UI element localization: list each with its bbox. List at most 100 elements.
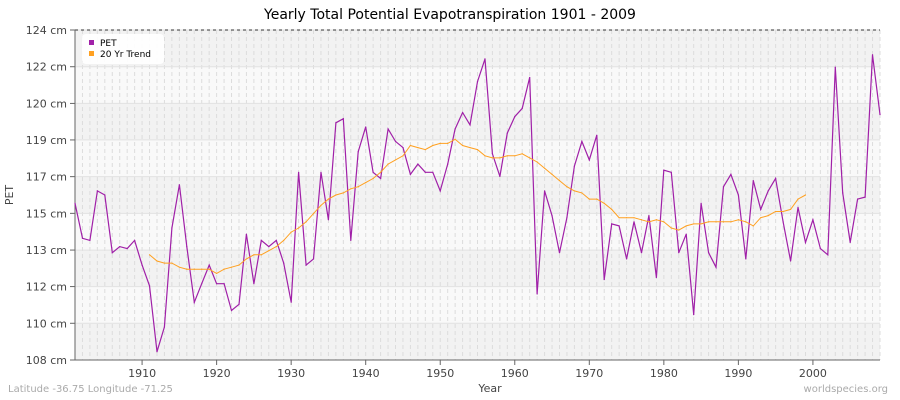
pet-data-point (871, 54, 874, 56)
trend-data-point (327, 198, 330, 200)
pet-data-point (268, 245, 270, 248)
trend-data-point (178, 266, 180, 268)
pet-data-point (506, 132, 508, 134)
trend-data-point (342, 192, 344, 194)
pet-data-point (335, 122, 337, 124)
trend-data-point (804, 194, 807, 196)
trend-data-point (469, 146, 471, 149)
pet-data-point (96, 190, 98, 192)
pet-data-point (201, 283, 203, 285)
pet-data-point (693, 314, 695, 316)
x-axis-label: Year (477, 382, 502, 395)
trend-data-point (588, 198, 590, 200)
pet-data-point (737, 194, 739, 196)
pet-data-point (655, 276, 657, 279)
trend-data-point (678, 229, 680, 231)
trend-data-point (707, 221, 710, 223)
pet-data-point (387, 128, 389, 130)
legend-swatch-pet (89, 40, 94, 45)
pet-data-point (491, 153, 494, 155)
pet-data-point (730, 173, 732, 175)
trend-data-point (611, 208, 613, 211)
y-tick-label: 112 cm (26, 281, 67, 294)
pet-data-point (469, 124, 471, 126)
pet-data-point (804, 241, 807, 244)
pet-data-point (842, 192, 844, 194)
trend-data-point (447, 142, 449, 145)
pet-data-point (752, 179, 754, 182)
pet-data-point (126, 248, 128, 250)
pet-data-point (484, 58, 486, 60)
pet-data-point (424, 171, 426, 173)
trend-data-point (380, 171, 382, 173)
x-tick-label: 2000 (799, 367, 827, 380)
pet-data-point (409, 173, 412, 175)
pet-data-point (305, 264, 307, 266)
pet-data-point (588, 159, 590, 161)
trend-data-point (529, 157, 531, 159)
legend-box (82, 34, 164, 64)
footer-site[interactable]: worldspecies.org (803, 384, 888, 395)
pet-data-point (864, 196, 866, 198)
pet-data-point (186, 245, 188, 248)
pet-data-point (700, 202, 702, 204)
trend-data-point (245, 258, 248, 260)
pet-data-point (558, 252, 561, 254)
trend-data-point (775, 210, 777, 213)
legend-label-pet: PET (100, 39, 117, 49)
pet-data-point (611, 223, 613, 225)
y-tick-label: 122 cm (26, 61, 67, 74)
pet-data-point (745, 258, 747, 260)
pet-data-point (461, 111, 464, 114)
trend-data-point (253, 254, 255, 256)
pet-data-point (499, 175, 501, 178)
pet-data-point (134, 239, 136, 241)
pet-data-point (551, 215, 553, 217)
pet-data-point (432, 171, 434, 173)
trend-data-point (700, 223, 702, 225)
x-tick-label: 1960 (501, 367, 529, 380)
trend-data-point (156, 260, 158, 262)
trend-data-point (312, 212, 315, 215)
y-tick-label: 115 cm (26, 207, 67, 220)
pet-data-point (670, 171, 672, 173)
y-axis-label: PET (3, 185, 16, 206)
pet-data-point (618, 225, 620, 227)
y-tick-label: 110 cm (26, 317, 67, 330)
pet-data-point (342, 118, 344, 120)
trend-data-point (663, 221, 665, 223)
trend-data-point (461, 144, 464, 147)
pet-data-point (573, 165, 575, 167)
pet-data-point (365, 126, 367, 128)
x-tick-label: 1920 (203, 367, 231, 380)
trend-data-point (283, 239, 285, 241)
pet-data-point (581, 140, 583, 142)
trend-data-point (506, 155, 508, 157)
pet-data-point (633, 221, 635, 223)
trend-data-point (730, 221, 732, 223)
x-tick-label: 1930 (277, 367, 305, 380)
trend-data-point (640, 219, 643, 221)
pet-data-point (775, 177, 777, 180)
trend-data-point (365, 182, 367, 184)
trend-data-point (670, 227, 672, 229)
pet-data-point (529, 76, 531, 79)
trend-data-point (268, 250, 270, 252)
trend-data-point (305, 221, 307, 223)
pet-data-point (596, 134, 598, 136)
trend-data-point (163, 262, 166, 264)
pet-data-point (648, 215, 650, 217)
trend-data-point (767, 215, 769, 217)
legend-swatch-trend (89, 51, 94, 56)
trend-data-point (275, 245, 277, 248)
pet-data-point (640, 252, 643, 254)
pet-data-point (111, 252, 113, 254)
trend-data-point (722, 221, 725, 223)
pet-data-point (678, 252, 680, 254)
pet-data-point (782, 221, 784, 223)
trend-data-point (357, 186, 359, 188)
pet-data-point (760, 208, 762, 211)
pet-data-point (81, 237, 84, 239)
pet-data-point (685, 233, 687, 235)
trend-data-point (186, 268, 188, 270)
